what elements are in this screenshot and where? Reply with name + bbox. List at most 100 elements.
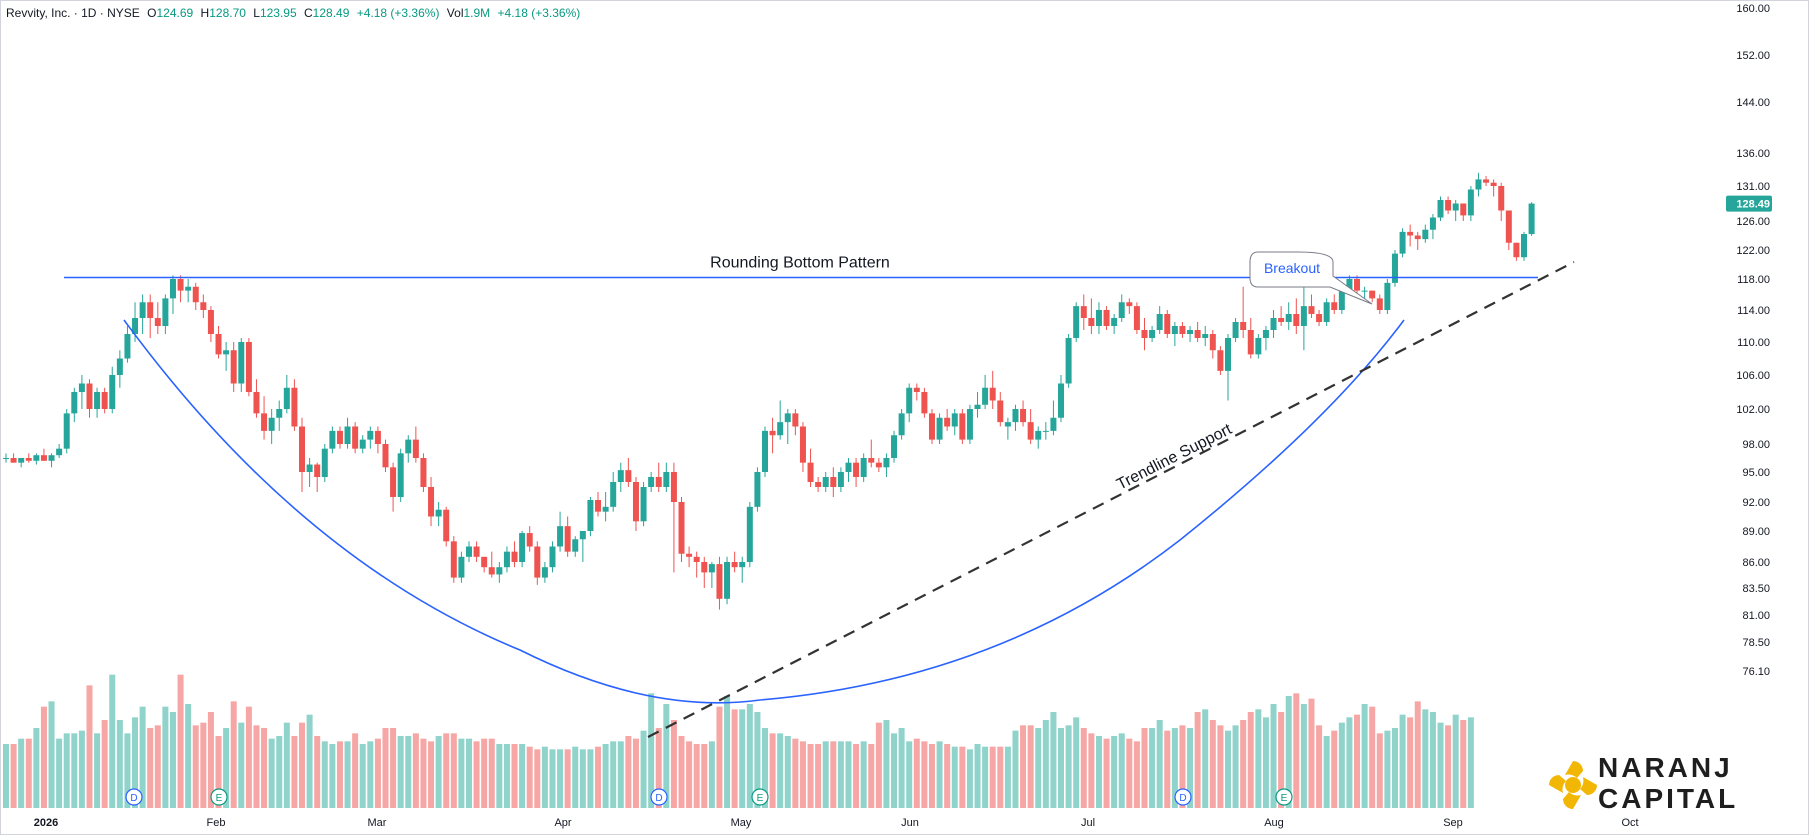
candle-body <box>177 279 184 291</box>
volume-bar <box>147 728 154 808</box>
candle-body <box>185 286 192 291</box>
candle-body <box>724 562 731 599</box>
volume-bar <box>215 736 222 808</box>
volume-bar <box>132 717 139 808</box>
volume-bar <box>579 749 586 808</box>
volume-bar <box>1407 717 1414 808</box>
volume-bar <box>1088 733 1095 808</box>
volume-bar <box>1111 736 1118 808</box>
candle-body <box>541 567 548 578</box>
candle-body <box>1467 189 1474 216</box>
volume-bar <box>306 714 313 808</box>
candle-body <box>1187 330 1194 334</box>
event-marker-label: D <box>130 793 137 804</box>
volume-bar <box>807 744 814 808</box>
candle-body <box>207 310 214 334</box>
volume-bar <box>1262 717 1269 808</box>
volume-bar <box>367 741 374 808</box>
volume-bar <box>951 746 958 808</box>
candle-body <box>883 458 890 468</box>
volume-bar <box>1156 720 1163 808</box>
price-axis-label: 122.00 <box>1736 245 1770 257</box>
price-axis-label: 76.10 <box>1742 666 1770 678</box>
volume-label: Vol <box>446 6 464 20</box>
candle-body <box>374 430 381 444</box>
volume-bar <box>739 709 746 808</box>
candle-body <box>1240 322 1247 330</box>
volume-bar <box>207 712 214 808</box>
volume-bar <box>1278 712 1285 808</box>
candle-body <box>10 458 17 463</box>
candle-body <box>299 426 306 472</box>
candle-body <box>412 439 419 458</box>
price-axis-label: 98.00 <box>1742 439 1770 451</box>
price-axis-label: 131.00 <box>1736 181 1770 193</box>
time-axis-label: Apr <box>554 817 571 829</box>
volume-bar <box>1095 736 1102 808</box>
volume-bar <box>1308 698 1315 808</box>
candle-body <box>94 392 101 409</box>
candle-body <box>1422 229 1429 240</box>
candle-body <box>1498 186 1505 211</box>
candle-body <box>815 482 822 487</box>
candle-body <box>321 448 328 477</box>
volume-bar <box>632 738 639 808</box>
candle-body <box>701 562 708 573</box>
volume-bar <box>1445 725 1452 808</box>
candle-body <box>610 482 617 507</box>
candle-body <box>1445 200 1452 211</box>
volume-bar <box>1331 730 1338 808</box>
candle-body <box>1354 279 1361 291</box>
volume-bar <box>853 744 860 808</box>
volume-bar <box>276 736 283 808</box>
volume-bar <box>921 741 928 808</box>
candle-body <box>982 387 989 405</box>
candle-body <box>966 409 973 440</box>
candle-body <box>63 413 70 449</box>
volume-bar <box>200 722 207 808</box>
volume-bar <box>815 744 822 808</box>
candle-body <box>1050 417 1057 431</box>
candle-body <box>1217 350 1224 371</box>
price-axis-label: 81.00 <box>1742 610 1770 622</box>
volume-bar <box>238 722 245 808</box>
candle-body <box>261 413 268 431</box>
candle-body <box>1452 203 1459 211</box>
candle-body <box>352 426 359 449</box>
volume-bar <box>1141 728 1148 808</box>
volume-bar <box>610 741 617 808</box>
volume-bar <box>822 741 829 808</box>
candle-body <box>549 546 556 568</box>
volume-bar <box>944 744 951 808</box>
candle-body <box>1042 430 1049 432</box>
candle-body <box>913 387 920 392</box>
volume-bar <box>336 741 343 808</box>
candle-body <box>936 417 943 440</box>
candle-body <box>1338 290 1345 310</box>
candle-body <box>48 455 55 461</box>
earnings-marker-icon <box>210 788 228 806</box>
candle-body <box>481 556 488 568</box>
volume-bar <box>25 738 32 808</box>
volume-bar <box>587 749 594 808</box>
candle-body <box>602 506 609 512</box>
price-axis-label: 118.00 <box>1737 274 1770 286</box>
volume-bar <box>572 746 579 808</box>
volume-bar <box>693 744 700 808</box>
volume-bar <box>1376 733 1383 808</box>
volume-bar <box>1338 722 1345 808</box>
volume-bar <box>435 736 442 808</box>
volume-bar <box>314 736 321 808</box>
volume-bar <box>837 741 844 808</box>
volume-bar <box>1202 709 1209 808</box>
candle-body <box>420 458 427 487</box>
volume-bar <box>1232 725 1239 808</box>
candle-body <box>1073 306 1080 338</box>
dividend-marker-icon <box>1174 788 1192 806</box>
high-label: H <box>200 6 210 20</box>
volume-bar <box>40 706 47 808</box>
volume-bar <box>245 706 252 808</box>
volume-bar <box>1149 728 1156 808</box>
last-price-tag <box>1726 195 1772 212</box>
